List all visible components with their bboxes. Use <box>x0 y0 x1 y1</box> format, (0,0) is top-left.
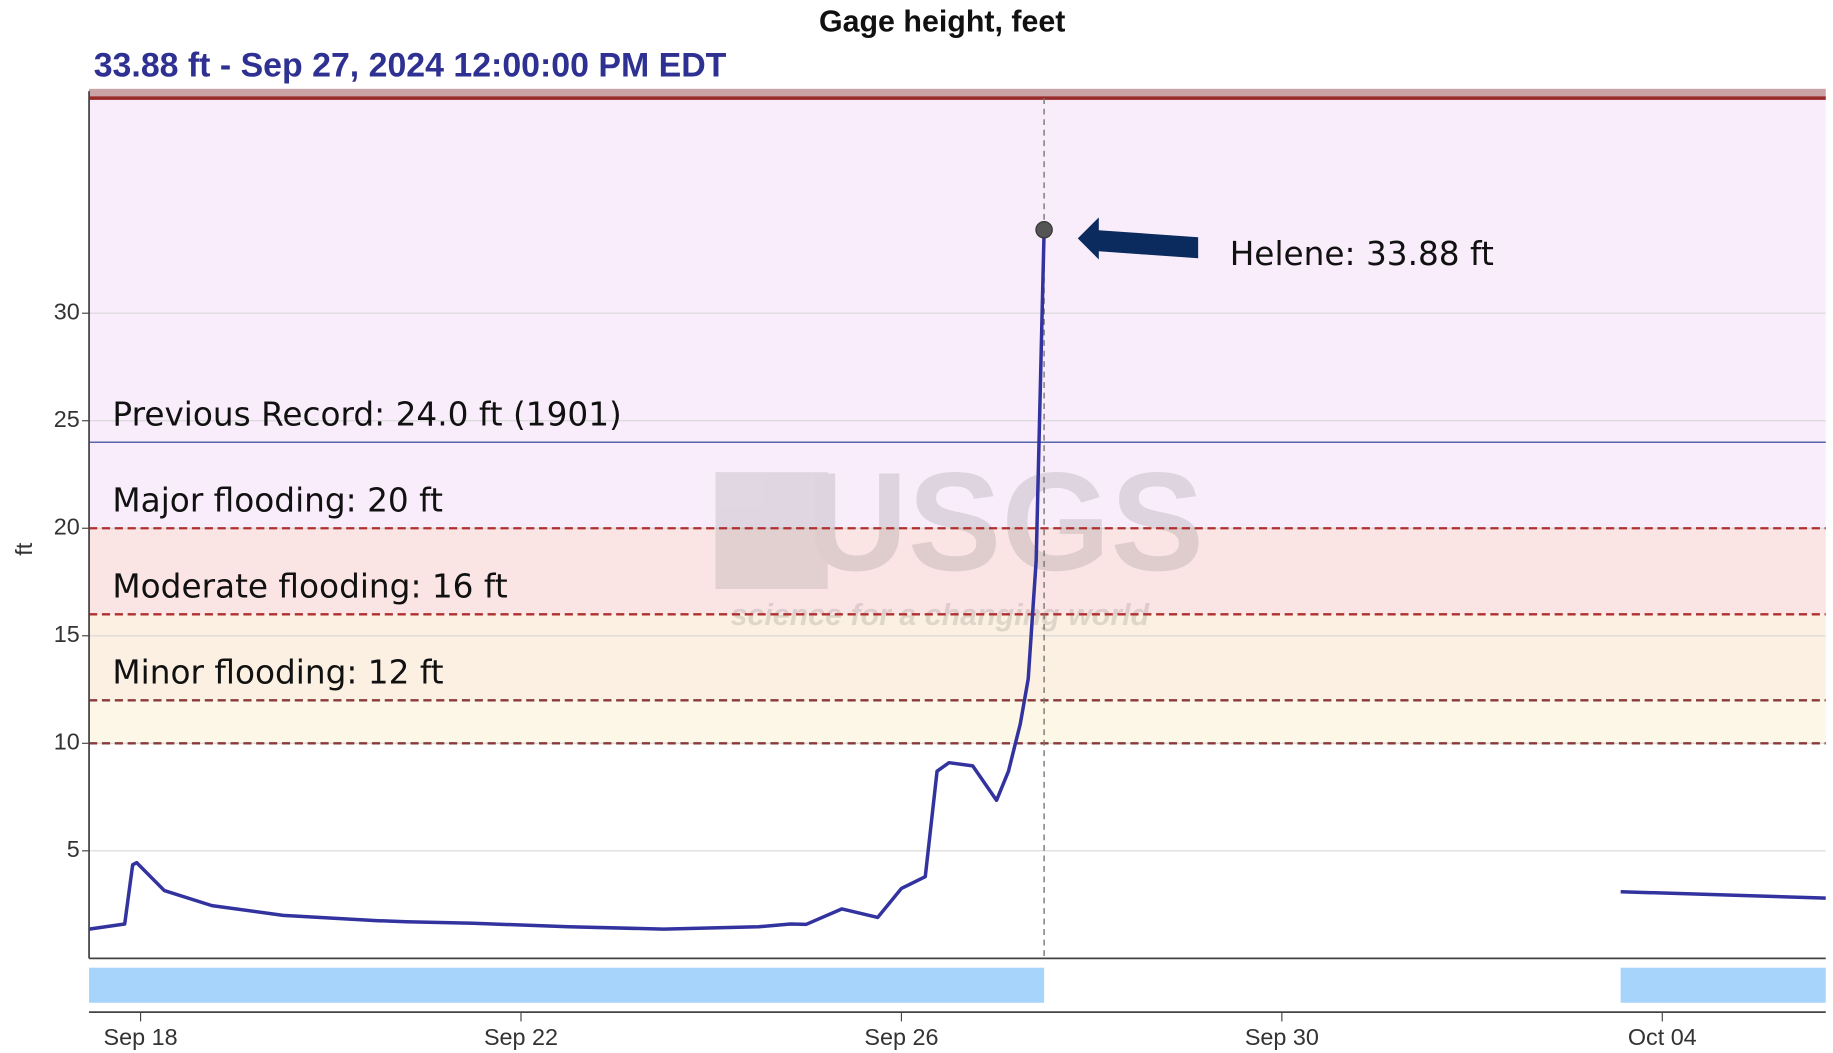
y-tick-label: 5 <box>67 836 80 862</box>
x-tick-label: Sep 22 <box>484 1024 558 1050</box>
y-tick-label: 10 <box>54 728 80 754</box>
y-axis-label: ft <box>11 542 37 555</box>
y-tick-label: 25 <box>54 406 80 432</box>
data-availability-bar <box>1620 967 1826 1003</box>
threshold-label: Minor flooding: 12 ft <box>112 654 443 692</box>
x-tick-label: Sep 30 <box>1245 1024 1319 1050</box>
thresholds: Previous Record: 24.0 ft (1901) Major flo… <box>89 96 1826 745</box>
subtitle: 33.88 ft - Sep 27, 2024 12:00:00 PM EDT <box>94 47 727 85</box>
peak-marker <box>1035 221 1053 239</box>
x-tick-label: Sep 26 <box>864 1024 938 1050</box>
y-tick-label: 30 <box>54 298 80 324</box>
threshold-label: Moderate flooding: 16 ft <box>112 568 507 606</box>
band <box>89 528 1826 615</box>
y-tick-label: 20 <box>54 513 80 539</box>
data-availability-bar <box>89 967 1045 1003</box>
annotation-arrow <box>1077 217 1199 260</box>
x-tick-label: Sep 18 <box>104 1024 178 1050</box>
chart-title: Gage height, feet <box>819 4 1065 38</box>
watermark-icon <box>715 472 828 590</box>
watermark: USGS science for a changing world <box>715 443 1204 632</box>
x-tick-label: Oct 04 <box>1628 1024 1697 1050</box>
plot <box>88 98 1826 1003</box>
top-strip <box>89 88 1826 99</box>
watermark-logo: USGS <box>807 443 1204 600</box>
data-line <box>88 229 1826 931</box>
band <box>89 700 1826 744</box>
threshold-label: Previous Record: 24.0 ft (1901) <box>112 396 621 434</box>
threshold-label: Major flooding: 20 ft <box>112 482 443 520</box>
annotation: Helene: 33.88 ft <box>1230 235 1494 273</box>
band <box>89 614 1826 701</box>
y-tick-label: 15 <box>54 621 80 647</box>
